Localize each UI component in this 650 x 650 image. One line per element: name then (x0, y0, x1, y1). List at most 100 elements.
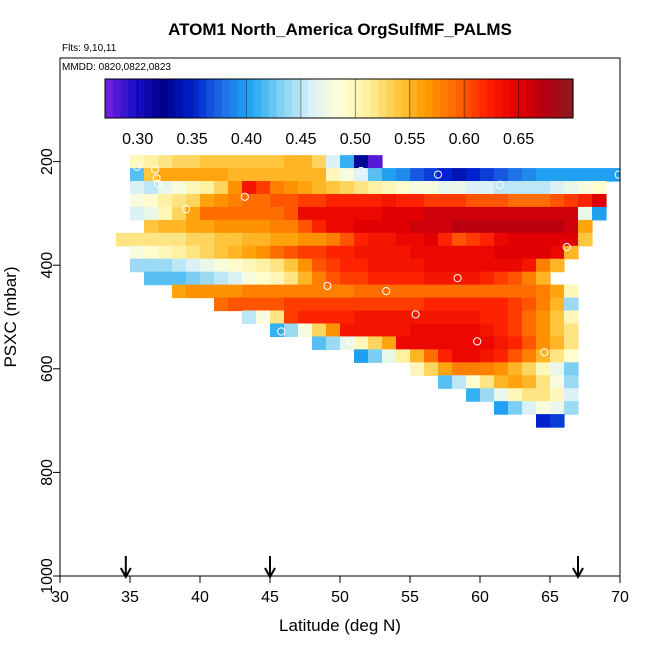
heatmap-cell (522, 206, 537, 221)
heatmap-cell (214, 258, 229, 273)
heatmap-cell (396, 219, 411, 234)
heatmap-cell (410, 206, 425, 221)
heatmap-cell (354, 258, 369, 273)
heatmap-cell (522, 168, 537, 182)
heatmap-cell (424, 362, 439, 376)
heatmap-cell (326, 245, 341, 260)
heatmap-cell (494, 362, 509, 376)
heatmap-cell (172, 271, 187, 286)
heatmap-cell (284, 297, 299, 312)
heatmap-cell (200, 219, 215, 234)
colorbar-segment (495, 79, 504, 118)
x-tick-label: 65 (541, 589, 559, 606)
heatmap-cell (214, 245, 229, 260)
heatmap-cell (564, 181, 579, 195)
heatmap-cell (550, 388, 565, 402)
heatmap-cell (242, 258, 257, 273)
heatmap-cell (466, 336, 481, 350)
colorbar-segment (198, 79, 207, 118)
heatmap-cell (214, 219, 229, 234)
heatmap-cell (326, 284, 341, 299)
colorbar-tick-label: 0.40 (231, 131, 262, 148)
heatmap-cell (424, 258, 439, 273)
heatmap-cell (536, 271, 551, 286)
heatmap-cell (312, 297, 327, 312)
heatmap-cell (284, 193, 299, 208)
heatmap-cell (578, 193, 593, 208)
heatmap-cell (284, 245, 299, 260)
heatmap-cell (368, 271, 383, 286)
colorbar-segment (417, 79, 426, 118)
y-axis-label: PSXC (mbar) (1, 266, 20, 367)
heatmap-cell (536, 219, 551, 234)
heatmap-cell (494, 310, 509, 325)
heatmap-cell (326, 181, 341, 195)
observation-point (614, 170, 623, 179)
heatmap-cell (256, 181, 271, 195)
heatmap-cell (312, 206, 327, 221)
heatmap-cell (144, 219, 159, 234)
heatmap-cell (466, 284, 481, 299)
heatmap-cell (480, 375, 495, 389)
heatmap-cell (158, 219, 173, 234)
heatmap-cell (284, 181, 299, 195)
heatmap-cell (480, 181, 495, 195)
heatmap-cell (480, 388, 495, 402)
heatmap-cell (438, 284, 453, 299)
heatmap-cell (368, 258, 383, 273)
observation-points (121, 162, 623, 551)
heatmap-cell (522, 336, 537, 350)
heatmap-cell (466, 297, 481, 312)
heatmap-cell (424, 181, 439, 195)
heatmap-cell (144, 181, 159, 195)
heatmap-cell (298, 232, 313, 247)
heatmap-cell (452, 336, 467, 350)
heatmap-cell (466, 388, 481, 402)
heatmap-cell (158, 206, 173, 221)
colorbar-segment (393, 79, 402, 118)
colorbar-segment (128, 79, 137, 118)
heatmap-cell (438, 310, 453, 325)
colorbar-segment (409, 79, 418, 118)
observation-point (165, 367, 174, 376)
heatmap-cell (130, 155, 145, 169)
heatmap-cell (550, 193, 565, 208)
heatmap-cell (564, 245, 579, 260)
observation-point (148, 322, 157, 331)
heatmap-cell (228, 258, 243, 273)
heatmap-cell (466, 323, 481, 338)
heatmap-cell (452, 310, 467, 325)
heatmap-cell (564, 219, 579, 234)
colorbar-segment (206, 79, 215, 118)
heatmap-cell (452, 297, 467, 312)
heatmap-cell (592, 181, 607, 195)
heatmap-cell (256, 258, 271, 273)
observation-point (323, 281, 332, 291)
heatmap-cell (578, 181, 593, 195)
observation-point (459, 466, 468, 475)
y-tick-label: 1000 (39, 558, 56, 594)
observation-point (495, 180, 504, 190)
heatmap-cell (200, 155, 215, 169)
heatmap-cell (270, 155, 285, 169)
heatmap-cell (298, 271, 313, 286)
heatmap-cell (396, 168, 411, 182)
colorbar-segment (354, 79, 363, 118)
marker-arrow-head (119, 567, 132, 580)
heatmap-cell (452, 362, 467, 376)
heatmap-cell (172, 245, 187, 260)
heatmap-cell (494, 349, 509, 363)
colorbar-segment (245, 79, 254, 118)
heatmap-cell (536, 414, 551, 428)
x-tick-label: 50 (331, 589, 349, 606)
heatmap-cell (452, 206, 467, 221)
heatmap-cell (340, 168, 355, 182)
colorbar-segment (151, 79, 161, 118)
heatmap-cell (368, 232, 383, 247)
colorbar-segment (456, 79, 465, 118)
heatmap-cell (354, 323, 369, 338)
heatmap-cell (368, 181, 383, 195)
heatmap-cell (522, 181, 537, 195)
colorbar-segment (144, 79, 153, 118)
x-tick-label: 35 (121, 589, 139, 606)
